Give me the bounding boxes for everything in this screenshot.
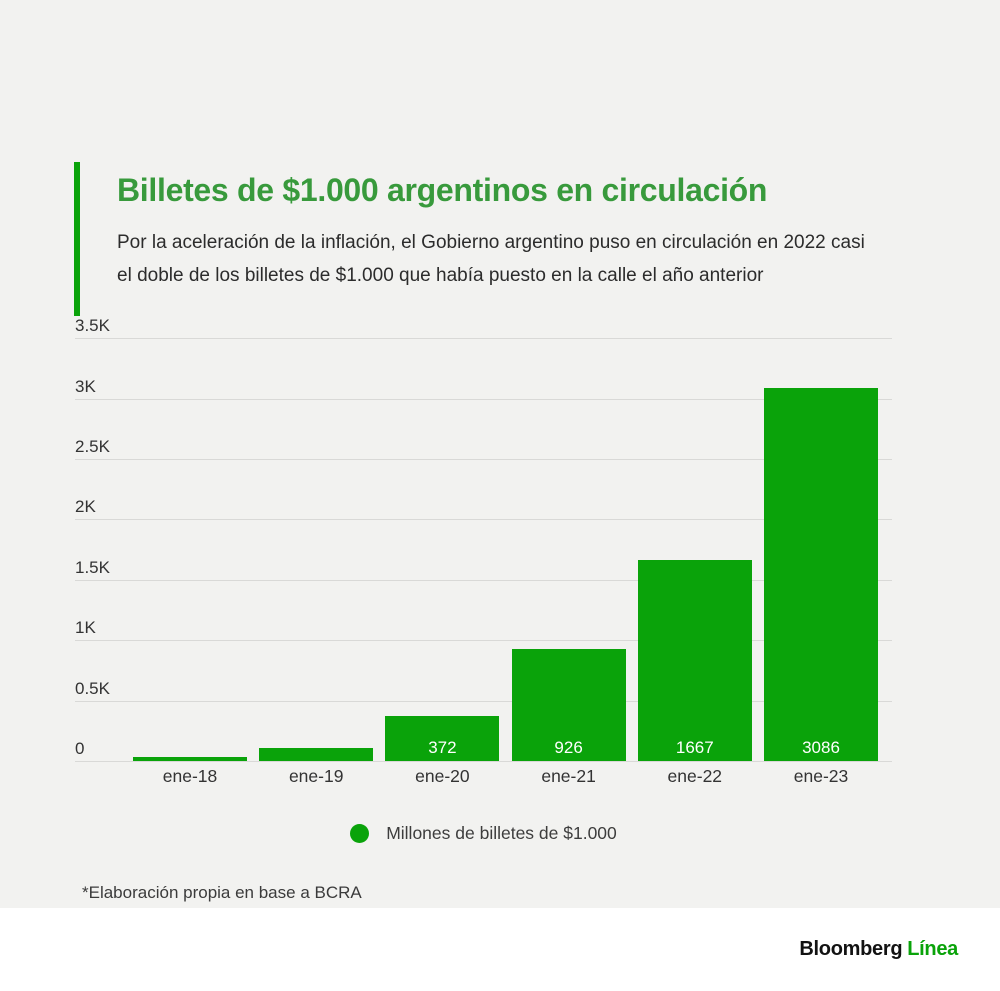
bar-ene-20: 372 [385,716,500,761]
source-footnote: *Elaboración propia en base a BCRA [82,883,362,902]
bar-ene-19 [259,748,374,761]
y-axis-tick-label: 3K [75,376,96,396]
gridline-3K [75,398,892,400]
legend-marker-icon [350,824,370,843]
bar-value-label: 926 [554,737,583,757]
bar-value-label: 3086 [802,737,840,757]
chart-subtitle: Por la aceleración de la inflación, el G… [117,226,865,292]
y-axis-tick-label: 2.5K [75,437,110,456]
brand-bloomberg: Bloomberg [799,938,903,960]
bar-ene-22: 1667 [637,559,752,761]
chart-subtitle-line2: el doble de los billetes de $1.000 que h… [117,265,764,286]
bar-ene-21: 926 [511,649,626,761]
x-axis-tick-label: ene-18 [162,766,218,786]
y-axis-tick-label: 1K [75,618,96,638]
title-accent-bar [74,162,80,316]
gridline-1K [75,640,892,642]
brand-linea: Línea [907,938,958,960]
chart-legend: Millones de billetes de $1.000 [75,823,892,844]
y-axis-tick-label: 3.5K [75,316,110,336]
x-axis-tick-label: ene-22 [667,766,723,786]
x-axis-tick-label: ene-23 [793,766,849,786]
y-axis-tick-label: 0 [75,739,85,758]
x-axis-tick-label: ene-19 [288,766,344,786]
bar-value-label: 1667 [675,737,714,757]
bar-ene-18 [133,757,247,761]
gridline-2.5K [75,459,892,460]
y-axis-tick-label: 2K [75,497,96,517]
bar-ene-23: 3086 [764,388,878,761]
x-axis-tick-label: ene-20 [415,766,470,786]
footer-brand-logo: Bloomberg Línea [799,938,958,961]
gridline-0.5K [75,700,892,702]
chart-title: Billetes de $1.000 argentinos en circula… [117,172,768,208]
gridline-2K [75,519,892,521]
y-axis-tick-label: 0.5K [75,678,110,698]
bar-value-label: 372 [428,737,457,757]
gridline-0 [75,761,892,762]
x-axis-tick-label: ene-21 [541,766,596,786]
chart-subtitle-line1: Por la aceleración de la inflación, el G… [117,232,865,253]
gridline-3.5K [75,338,892,340]
gridline-1.5K [75,579,892,581]
legend-label: Millones de billetes de $1.000 [386,823,617,843]
y-axis-tick-label: 1.5K [75,557,110,577]
